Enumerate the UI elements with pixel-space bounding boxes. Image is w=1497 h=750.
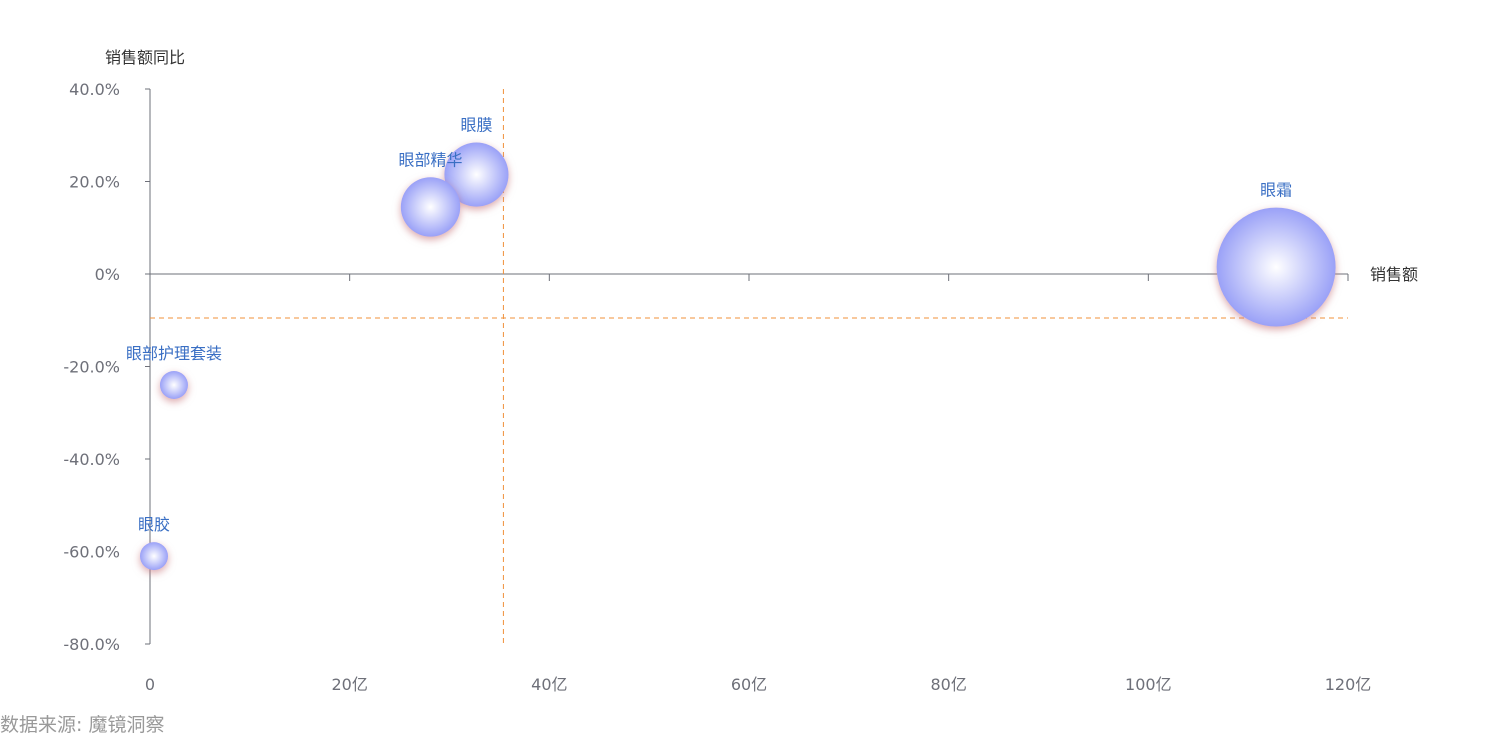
y-axis: 40.0% 20.0% 0% -20.0% -40.0% -60.0% -80.0% [63,80,151,654]
x-tick-label: 20亿 [331,675,367,694]
y-tick-label: -40.0% [63,450,120,469]
x-tick-label: 120亿 [1325,675,1372,694]
bubble-label: 眼霜 [1260,181,1292,200]
y-tick-label: -20.0% [63,358,120,377]
y-tick-label: 40.0% [69,80,120,99]
bubble [400,177,461,237]
x-axis: 0 20亿 40亿 60亿 80亿 100亿 120亿 [145,273,1372,694]
x-tick-label: 40亿 [531,675,567,694]
y-tick-label: -80.0% [63,635,120,654]
x-tick-label: 60亿 [731,675,767,694]
bubble [159,371,188,399]
y-tick-label: 0% [95,265,120,284]
bubble [139,542,168,571]
bubble-series [139,142,1336,571]
y-axis-title: 销售额同比 [105,48,185,67]
reference-lines [150,89,1348,644]
bubble-label: 眼胶 [138,515,170,534]
x-tick-label: 100亿 [1125,675,1172,694]
x-tick-label: 80亿 [930,675,966,694]
x-axis-title: 销售额 [1370,265,1418,284]
x-tick-label: 0 [145,675,155,694]
y-tick-label: 20.0% [69,173,120,192]
bubble [444,142,509,207]
bubble [1216,207,1336,327]
data-source-note: 数据来源: 魔镜洞察 [0,714,165,736]
bubble-label: 眼部精华 [399,150,463,169]
bubble-label: 眼部护理套装 [126,344,222,363]
bubble-label: 眼膜 [460,116,492,135]
y-tick-label: -60.0% [63,543,120,562]
